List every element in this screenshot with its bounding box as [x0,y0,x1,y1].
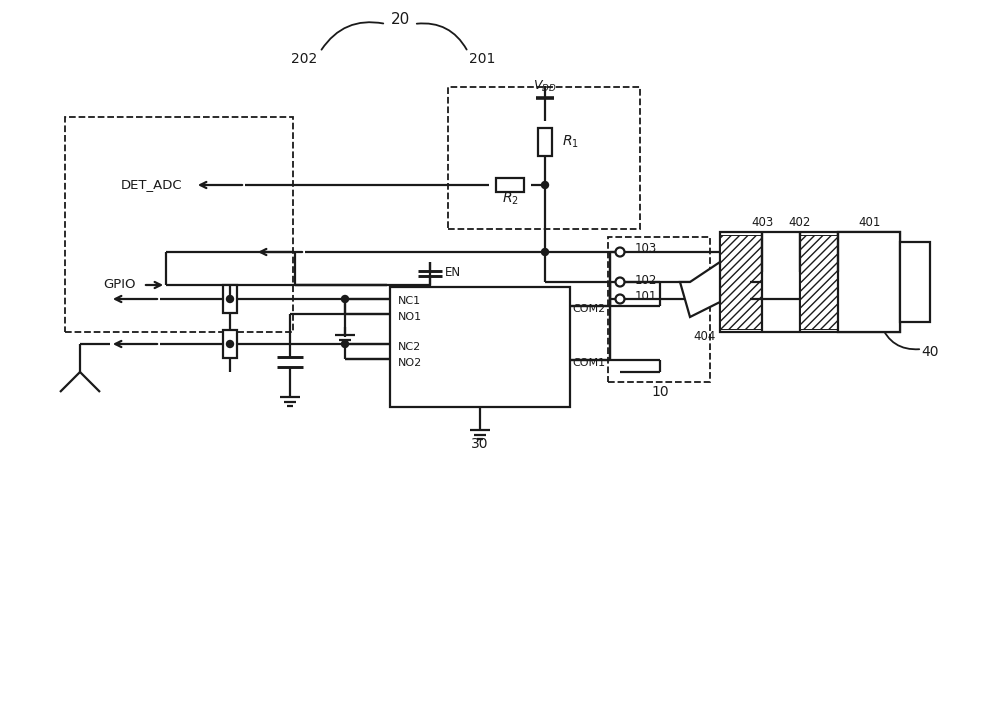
Bar [608,237,710,382]
Text: GPIO: GPIO [103,278,136,291]
Text: NO2: NO2 [398,358,422,368]
Circle shape [542,248,548,256]
Bar [900,242,930,322]
Bar [838,232,900,332]
Text: $V_{DD}$: $V_{DD}$ [533,78,557,93]
Text: 404: 404 [694,330,716,343]
Bar [65,117,293,332]
Bar [496,178,524,192]
Text: NC2: NC2 [398,342,421,352]
Text: $R_2$: $R_2$ [502,191,518,207]
Text: 10: 10 [651,385,669,399]
Bar [720,232,900,332]
Text: NC1: NC1 [398,296,421,306]
Text: 202: 202 [291,52,317,66]
Circle shape [616,278,624,286]
Text: COM2: COM2 [572,304,605,314]
Text: COM1: COM1 [572,358,605,368]
Bar [448,87,640,229]
Circle shape [342,340,349,347]
Bar [223,285,237,313]
Circle shape [616,295,624,303]
Text: 402: 402 [789,216,811,229]
Circle shape [616,248,624,256]
Circle shape [342,295,349,303]
Polygon shape [680,262,720,317]
Text: 103: 103 [635,243,657,256]
Bar [223,330,237,358]
Text: EN: EN [445,266,461,278]
Bar [538,128,552,156]
Text: 201: 201 [469,52,495,66]
Bar [390,287,570,407]
Circle shape [226,295,234,303]
Text: 101: 101 [635,290,657,303]
Text: 401: 401 [859,216,881,229]
Text: 40: 40 [921,345,939,359]
Bar [720,235,762,329]
Text: $R_1$: $R_1$ [562,134,579,150]
Text: 403: 403 [751,216,773,229]
Text: NO1: NO1 [398,312,422,322]
Circle shape [226,340,234,347]
Circle shape [542,182,548,189]
Text: 20: 20 [390,13,410,28]
Text: 102: 102 [635,273,657,286]
Text: DET_ADC: DET_ADC [120,179,182,192]
Bar [800,235,838,329]
Text: 30: 30 [471,437,489,451]
